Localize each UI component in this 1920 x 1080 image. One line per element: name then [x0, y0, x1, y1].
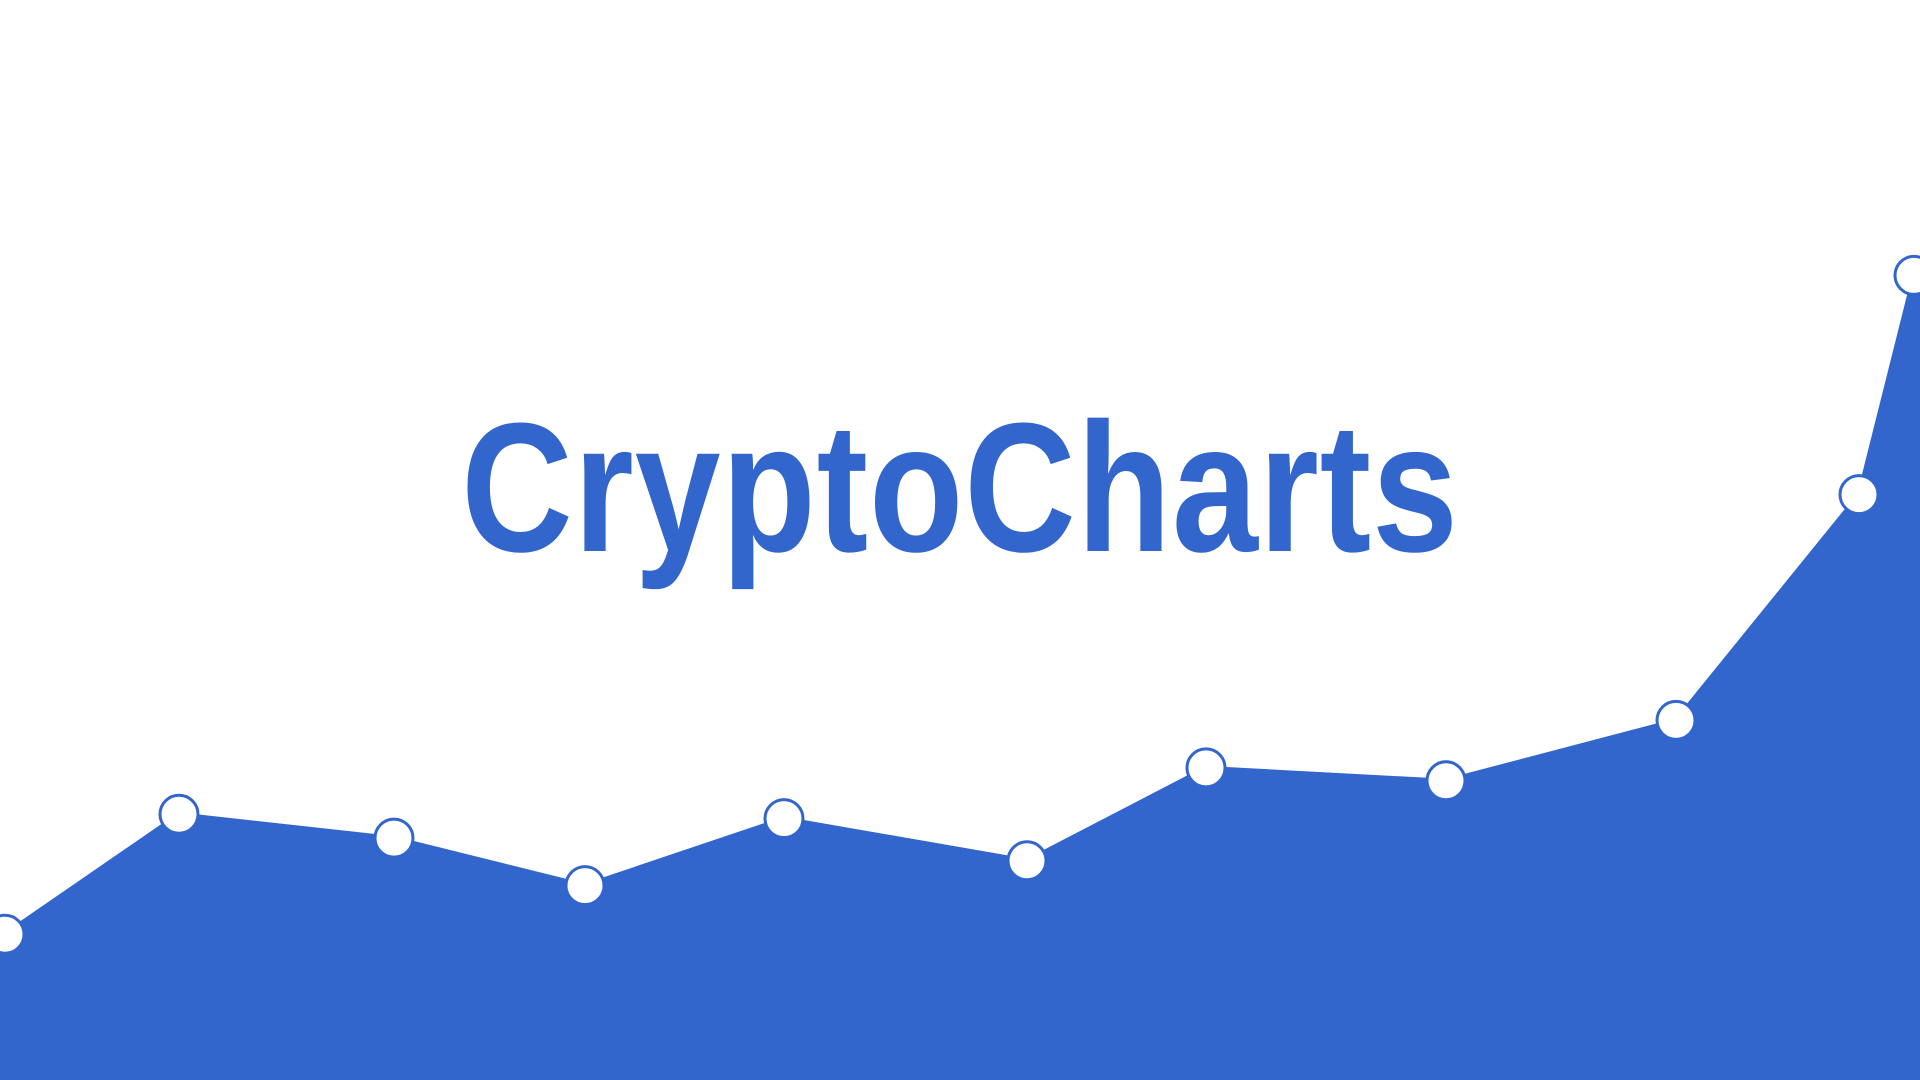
data-marker [1838, 474, 1880, 516]
data-marker [1425, 760, 1467, 802]
data-marker [1893, 254, 1920, 296]
data-marker [373, 817, 415, 859]
data-marker [158, 793, 200, 835]
data-marker [1185, 747, 1227, 789]
data-marker [1006, 840, 1048, 882]
data-marker [0, 913, 26, 955]
data-marker [1655, 699, 1697, 741]
data-marker [763, 798, 805, 840]
brand-name: CryptoCharts [461, 384, 1459, 590]
data-markers [0, 254, 1920, 955]
data-marker [564, 865, 606, 907]
area-fill [0, 275, 1920, 1080]
